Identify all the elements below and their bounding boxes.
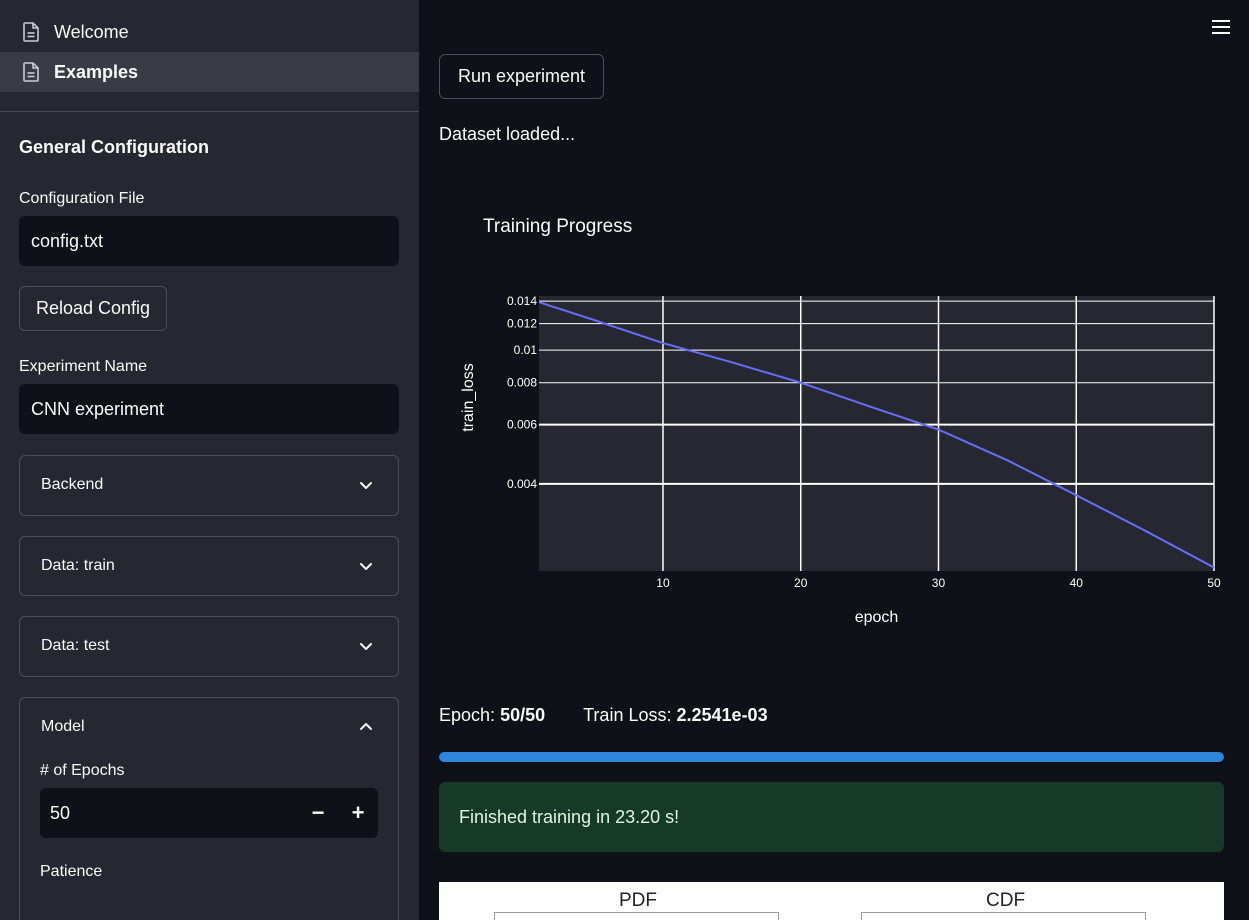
- data-test-expander: Data: test: [19, 616, 399, 677]
- patience-label: Patience: [40, 863, 103, 880]
- y-tick-label: 0.008: [507, 376, 537, 390]
- nav-item-label: Welcome: [54, 21, 129, 42]
- data-test-expander-header[interactable]: Data: test: [20, 617, 398, 675]
- config-file-label: Configuration File: [19, 190, 145, 207]
- data-train-expander: Data: train: [19, 536, 399, 596]
- chevron-down-icon: [358, 638, 374, 654]
- x-tick-label: 20: [794, 576, 808, 590]
- stepper-controls: − +: [298, 788, 378, 838]
- y-tick-label: 0.006: [507, 418, 537, 432]
- y-tick-label: 0.004: [507, 477, 537, 491]
- chart-svg: 0.004 0.006 0.008 0.01 0.012 0.014 10 20 30 40 50 e…: [460, 294, 1221, 626]
- reload-config-button[interactable]: Reload Config: [19, 286, 167, 331]
- hamburger-icon[interactable]: [1211, 18, 1231, 36]
- expander-label: Data: test: [41, 637, 110, 654]
- decrement-button[interactable]: −: [311, 800, 325, 825]
- y-tick-label: 0.012: [507, 317, 537, 331]
- nav-item-welcome[interactable]: Welcome: [0, 12, 419, 52]
- sidebar: Welcome Examples General Configuration C…: [0, 0, 419, 920]
- epochs-stepper: 50 − +: [40, 788, 378, 838]
- pdf-plot-frame: [494, 912, 779, 920]
- expander-label: Model: [41, 718, 85, 735]
- expander-label: Backend: [41, 476, 104, 493]
- loss-label: Train Loss:: [583, 705, 672, 725]
- model-expander: Model # of Epochs 50 − + Patience: [19, 697, 399, 920]
- document-icon: [22, 62, 40, 82]
- cdf-plot-frame: [861, 912, 1146, 920]
- chevron-down-icon: [358, 477, 374, 493]
- section-title: General Configuration: [19, 137, 210, 157]
- nav-divider: [0, 111, 419, 112]
- metrics-row: Epoch: 50/50 Train Loss: 2.2541e-03: [439, 705, 806, 726]
- experiment-name-label: Experiment Name: [19, 358, 148, 375]
- cdf-label: CDF: [986, 890, 1026, 911]
- y-tick-label: 0.01: [514, 343, 538, 357]
- epochs-input[interactable]: 50: [50, 802, 71, 823]
- experiment-name-input[interactable]: CNN experiment: [19, 384, 399, 434]
- y-tick-label: 0.014: [507, 294, 537, 308]
- sidebar-nav: Welcome Examples: [0, 0, 419, 92]
- chart-title: Training Progress: [483, 216, 633, 237]
- pdf-label: PDF: [619, 890, 657, 911]
- model-expander-header[interactable]: Model: [20, 698, 398, 756]
- chevron-up-icon: [358, 719, 374, 735]
- data-train-expander-header[interactable]: Data: train: [20, 537, 398, 595]
- x-tick-label: 30: [932, 576, 946, 590]
- model-expander-body: # of Epochs 50 − + Patience: [20, 762, 398, 883]
- plot-area: [539, 296, 1214, 571]
- progress-bar: [439, 752, 1224, 762]
- run-experiment-button[interactable]: Run experiment: [439, 54, 604, 99]
- backend-expander: Backend: [19, 455, 399, 516]
- training-chart: 0.004 0.006 0.008 0.01 0.012 0.014 10 20 30 40 50 e…: [439, 190, 1229, 650]
- backend-expander-header[interactable]: Backend: [20, 456, 398, 514]
- x-axis-label: epoch: [855, 609, 899, 626]
- expander-label: Data: train: [41, 557, 115, 574]
- success-alert: Finished training in 23.20 s!: [439, 782, 1224, 852]
- nav-item-label: Examples: [54, 61, 139, 82]
- increment-button[interactable]: +: [351, 800, 365, 825]
- epoch-value: 50/50: [500, 705, 546, 725]
- config-file-input[interactable]: config.txt: [19, 216, 399, 266]
- x-tick-label: 10: [656, 576, 670, 590]
- dataset-status: Dataset loaded...: [439, 124, 576, 144]
- loss-value: 2.2541e-03: [676, 705, 768, 725]
- x-tick-label: 50: [1207, 576, 1221, 590]
- sidebar-content: General Configuration Configuration File…: [0, 137, 419, 920]
- document-icon: [22, 22, 40, 42]
- y-axis-label: train_loss: [460, 363, 477, 431]
- nav-item-examples[interactable]: Examples: [0, 52, 419, 92]
- distribution-panel: PDF CDF: [439, 882, 1224, 920]
- epochs-label: # of Epochs: [40, 762, 125, 779]
- chevron-down-icon: [358, 558, 374, 574]
- loss-metric: Train Loss: 2.2541e-03: [583, 705, 767, 726]
- epoch-metric: Epoch: 50/50: [439, 705, 545, 726]
- x-tick-label: 40: [1070, 576, 1084, 590]
- train-loss-line: [538, 301, 1215, 569]
- main-content: Run experiment Dataset loaded... 0.004 0.…: [419, 0, 1249, 920]
- progress-fill: [439, 752, 1224, 762]
- epoch-label: Epoch:: [439, 705, 496, 725]
